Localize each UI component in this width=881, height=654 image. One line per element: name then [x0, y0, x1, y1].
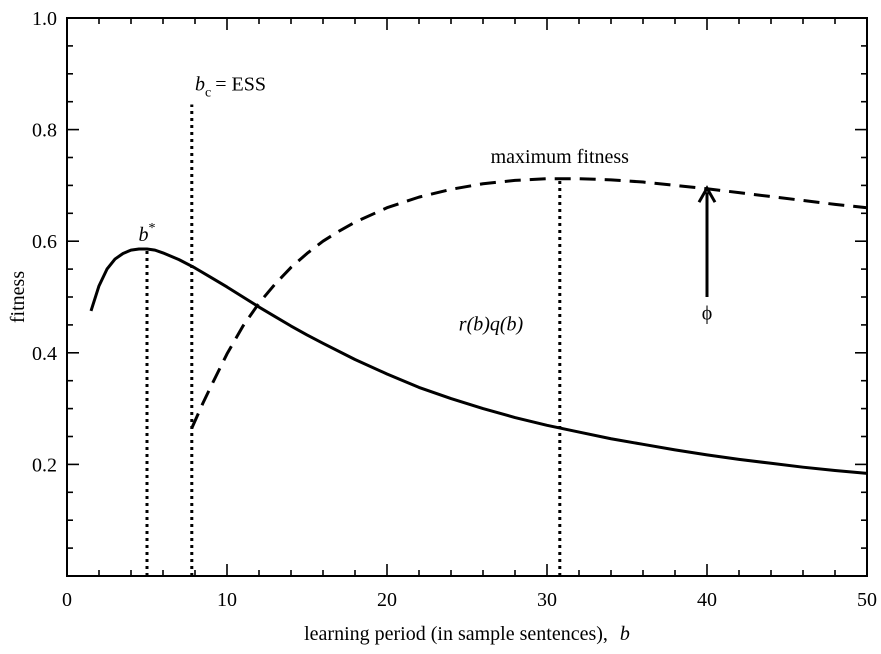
vertical-reference-lines	[147, 104, 560, 576]
y-tick-label: 0.8	[32, 120, 57, 142]
plot-frame	[67, 18, 867, 576]
x-tick-label: 20	[377, 589, 397, 611]
y-tick-label: 0.2	[32, 454, 57, 476]
axis-ticks	[67, 18, 867, 576]
b-star-sup: *	[149, 221, 156, 236]
x-tick-label: 10	[217, 589, 237, 611]
x-axis-label: learning period (in sample sentences), b	[304, 623, 630, 645]
y-axis-label: fitness	[7, 271, 29, 323]
b-c-rest: = ESS	[215, 74, 266, 96]
phi-arrow	[699, 188, 715, 297]
b-c-base: b	[195, 74, 205, 96]
b-star-label: b*	[139, 221, 156, 246]
b-star-base: b	[139, 224, 149, 246]
x-tick-label: 50	[857, 589, 877, 611]
b-c-sub: c	[205, 86, 211, 101]
x-tick-label: 0	[62, 589, 72, 611]
phi-label: ϕ	[702, 302, 713, 324]
x-tick-label: 40	[697, 589, 717, 611]
y-tick-label: 0.4	[32, 343, 57, 365]
maximum-fitness-label: maximum fitness	[491, 146, 630, 168]
series-dashed-line	[192, 179, 867, 428]
b-c-ess-label: bc = ESS	[195, 74, 266, 101]
y-tick-label: 0.6	[32, 231, 57, 253]
rq-curve-label: r(b)q(b)	[459, 313, 524, 335]
axis-tick-labels: 0 10 20 30 40 50 0.2 0.4 0.6 0.8 1.0	[32, 8, 877, 611]
x-tick-label: 30	[537, 589, 557, 611]
y-tick-label: 1.0	[32, 8, 57, 30]
x-axis-label-var: b	[620, 623, 630, 645]
x-axis-label-text: learning period (in sample sentences),	[304, 623, 608, 645]
series-rq-line	[91, 249, 867, 473]
